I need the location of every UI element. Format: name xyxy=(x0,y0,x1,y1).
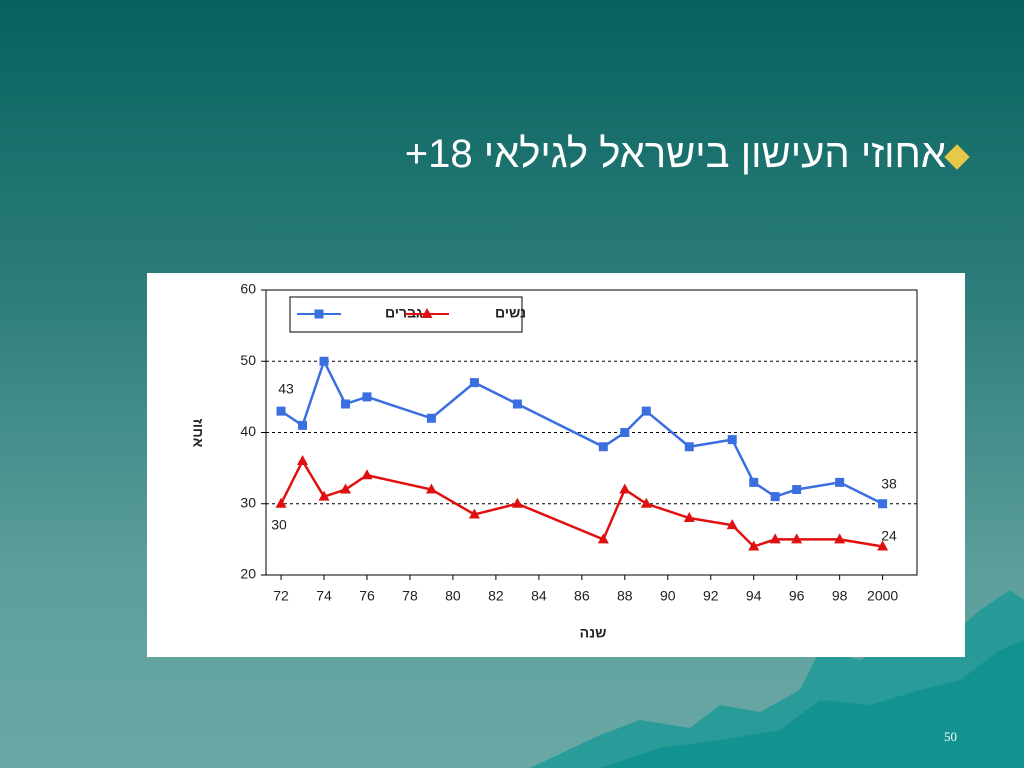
point-marker xyxy=(684,442,694,452)
point-marker xyxy=(512,399,522,409)
y-tick-label: 20 xyxy=(240,566,256,582)
slide-title: אחוזי העישון בישראל לגילאי 18+ xyxy=(404,132,946,176)
x-tick-label: 98 xyxy=(832,588,848,604)
x-tick-label: 96 xyxy=(789,588,805,604)
point-marker xyxy=(468,508,480,519)
point-marker xyxy=(361,469,373,480)
point-marker xyxy=(421,308,433,318)
x-tick-label: 80 xyxy=(445,588,461,604)
chart-background xyxy=(147,273,965,657)
x-axis-label: שנה xyxy=(580,625,607,641)
point-marker xyxy=(749,477,759,487)
point-marker xyxy=(276,406,286,416)
y-tick-label: 50 xyxy=(240,352,256,368)
point-marker xyxy=(297,455,309,465)
point-marker xyxy=(834,533,846,544)
x-tick-label: 84 xyxy=(531,588,547,604)
point-marker xyxy=(726,519,738,530)
x-tick-label: 72 xyxy=(273,588,289,604)
point-marker xyxy=(362,392,372,402)
legend-label: נשים xyxy=(495,305,526,321)
x-tick-label: 94 xyxy=(746,588,762,604)
annotation: 38 xyxy=(881,476,897,492)
x-tick-label: 74 xyxy=(316,588,332,604)
point-marker xyxy=(727,435,737,445)
point-marker xyxy=(340,399,350,409)
point-marker xyxy=(620,428,630,437)
point-marker xyxy=(770,492,780,502)
point-marker xyxy=(318,490,330,501)
legend-label: גברים xyxy=(385,305,423,321)
point-marker xyxy=(598,442,608,452)
y-tick-label: 60 xyxy=(240,281,256,297)
point-marker xyxy=(640,497,652,508)
point-marker xyxy=(748,540,760,551)
x-tick-label: 92 xyxy=(703,588,719,604)
x-tick-label: 82 xyxy=(488,588,504,604)
point-marker xyxy=(683,512,695,522)
y-tick-label: 40 xyxy=(240,423,256,439)
x-tick-label: 90 xyxy=(660,588,676,604)
x-tick-label: 2000 xyxy=(867,588,898,604)
page-number: 50 xyxy=(944,729,957,744)
point-marker xyxy=(619,483,631,494)
point-marker xyxy=(792,485,802,494)
y-tick-label: 30 xyxy=(240,494,256,510)
point-marker xyxy=(426,413,436,423)
y-axis-label: אחוז xyxy=(190,419,206,448)
x-tick-label: 86 xyxy=(574,588,590,604)
point-marker xyxy=(275,497,287,508)
point-marker xyxy=(314,309,324,319)
annotation: 30 xyxy=(271,517,287,533)
point-marker xyxy=(339,483,351,494)
plot-area xyxy=(265,289,918,576)
point-marker xyxy=(877,540,889,551)
point-marker xyxy=(425,483,437,494)
point-marker xyxy=(878,499,888,509)
annotation: 43 xyxy=(278,381,294,397)
point-marker xyxy=(298,420,308,430)
x-tick-label: 76 xyxy=(359,588,375,604)
point-marker xyxy=(511,497,523,508)
point-marker xyxy=(835,477,845,487)
x-tick-label: 78 xyxy=(402,588,418,604)
point-marker xyxy=(769,533,781,544)
point-marker xyxy=(597,533,609,544)
point-marker xyxy=(791,533,803,544)
point-marker xyxy=(641,406,651,416)
x-tick-label: 88 xyxy=(617,588,633,604)
annotation: 24 xyxy=(881,528,897,544)
point-marker xyxy=(319,356,329,366)
point-marker xyxy=(469,378,479,388)
